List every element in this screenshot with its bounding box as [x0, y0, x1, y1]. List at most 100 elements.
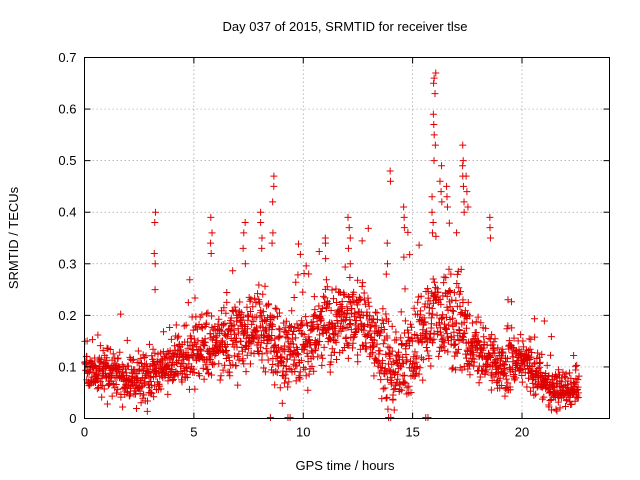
data-point	[239, 313, 247, 321]
data-point	[256, 300, 264, 308]
data-point	[453, 280, 461, 288]
data-point	[441, 320, 449, 328]
data-points	[81, 69, 583, 421]
data-point	[406, 251, 414, 259]
data-point	[438, 162, 446, 170]
data-point	[300, 331, 308, 339]
data-point	[287, 323, 295, 330]
data-point	[552, 405, 560, 413]
data-point	[498, 382, 506, 390]
data-point	[383, 334, 391, 342]
data-point	[527, 353, 535, 361]
data-point	[384, 317, 392, 325]
data-point	[561, 402, 569, 410]
data-point	[466, 361, 474, 369]
data-point	[430, 335, 438, 343]
data-point	[284, 334, 292, 342]
data-point	[346, 234, 354, 242]
data-point	[417, 292, 425, 300]
data-point	[356, 345, 364, 353]
data-point	[419, 376, 427, 384]
data-point	[431, 141, 439, 149]
data-point	[215, 315, 223, 323]
data-point	[437, 331, 445, 339]
data-point	[263, 340, 271, 348]
data-point	[383, 375, 391, 383]
data-point	[296, 368, 304, 376]
data-point	[207, 249, 215, 257]
data-point	[113, 389, 121, 397]
data-point	[389, 396, 397, 404]
data-point	[321, 294, 329, 302]
data-point	[373, 340, 381, 348]
data-point	[450, 328, 458, 336]
data-point	[225, 357, 233, 365]
data-point	[425, 352, 433, 360]
data-point	[151, 286, 159, 294]
data-point	[103, 344, 111, 352]
data-point	[187, 334, 195, 342]
data-point	[534, 349, 542, 357]
x-tick-label: 20	[515, 425, 529, 440]
data-point	[282, 374, 290, 382]
data-point	[462, 172, 470, 180]
data-point	[454, 345, 462, 353]
data-point	[136, 387, 144, 395]
data-point	[254, 290, 262, 298]
data-point	[261, 282, 269, 290]
data-point	[511, 347, 519, 355]
data-point	[222, 347, 230, 355]
data-point	[444, 337, 452, 345]
data-point	[451, 340, 459, 348]
data-point	[302, 372, 310, 380]
data-point	[461, 329, 469, 337]
data-point	[491, 359, 499, 367]
data-point	[430, 79, 438, 87]
data-point	[460, 362, 468, 370]
data-point	[400, 213, 408, 221]
data-point	[236, 298, 244, 306]
data-point	[393, 352, 401, 360]
data-point	[429, 310, 437, 318]
data-point	[131, 366, 139, 374]
data-point	[435, 352, 443, 360]
data-point	[528, 349, 536, 357]
data-point	[365, 302, 373, 310]
data-point	[92, 363, 100, 371]
data-point	[444, 348, 452, 356]
data-point	[235, 356, 243, 364]
data-point	[429, 110, 437, 118]
data-point	[517, 331, 525, 339]
data-point	[434, 288, 442, 296]
data-point	[313, 325, 321, 333]
data-point	[264, 356, 272, 364]
data-point	[285, 378, 293, 386]
data-point	[296, 250, 304, 258]
data-point	[198, 311, 206, 319]
data-point	[286, 413, 294, 421]
data-point	[538, 350, 546, 358]
data-point	[292, 278, 300, 286]
data-point	[234, 381, 242, 389]
data-point	[517, 351, 525, 359]
data-point	[430, 131, 438, 139]
data-point	[461, 307, 469, 315]
data-point	[178, 378, 186, 386]
data-point	[423, 347, 431, 355]
data-point	[88, 336, 96, 344]
data-point	[102, 357, 110, 365]
data-point	[257, 219, 265, 227]
data-point	[439, 342, 447, 350]
y-tick-label: 0.7	[58, 50, 76, 65]
data-point	[338, 305, 346, 313]
data-point	[504, 296, 512, 304]
data-point	[502, 375, 510, 383]
data-point	[459, 157, 467, 165]
data-point	[205, 370, 213, 378]
data-point	[275, 333, 283, 341]
data-point	[530, 391, 538, 399]
data-point	[314, 353, 322, 361]
data-point	[403, 356, 411, 364]
data-point	[431, 278, 439, 286]
data-point	[295, 372, 303, 380]
